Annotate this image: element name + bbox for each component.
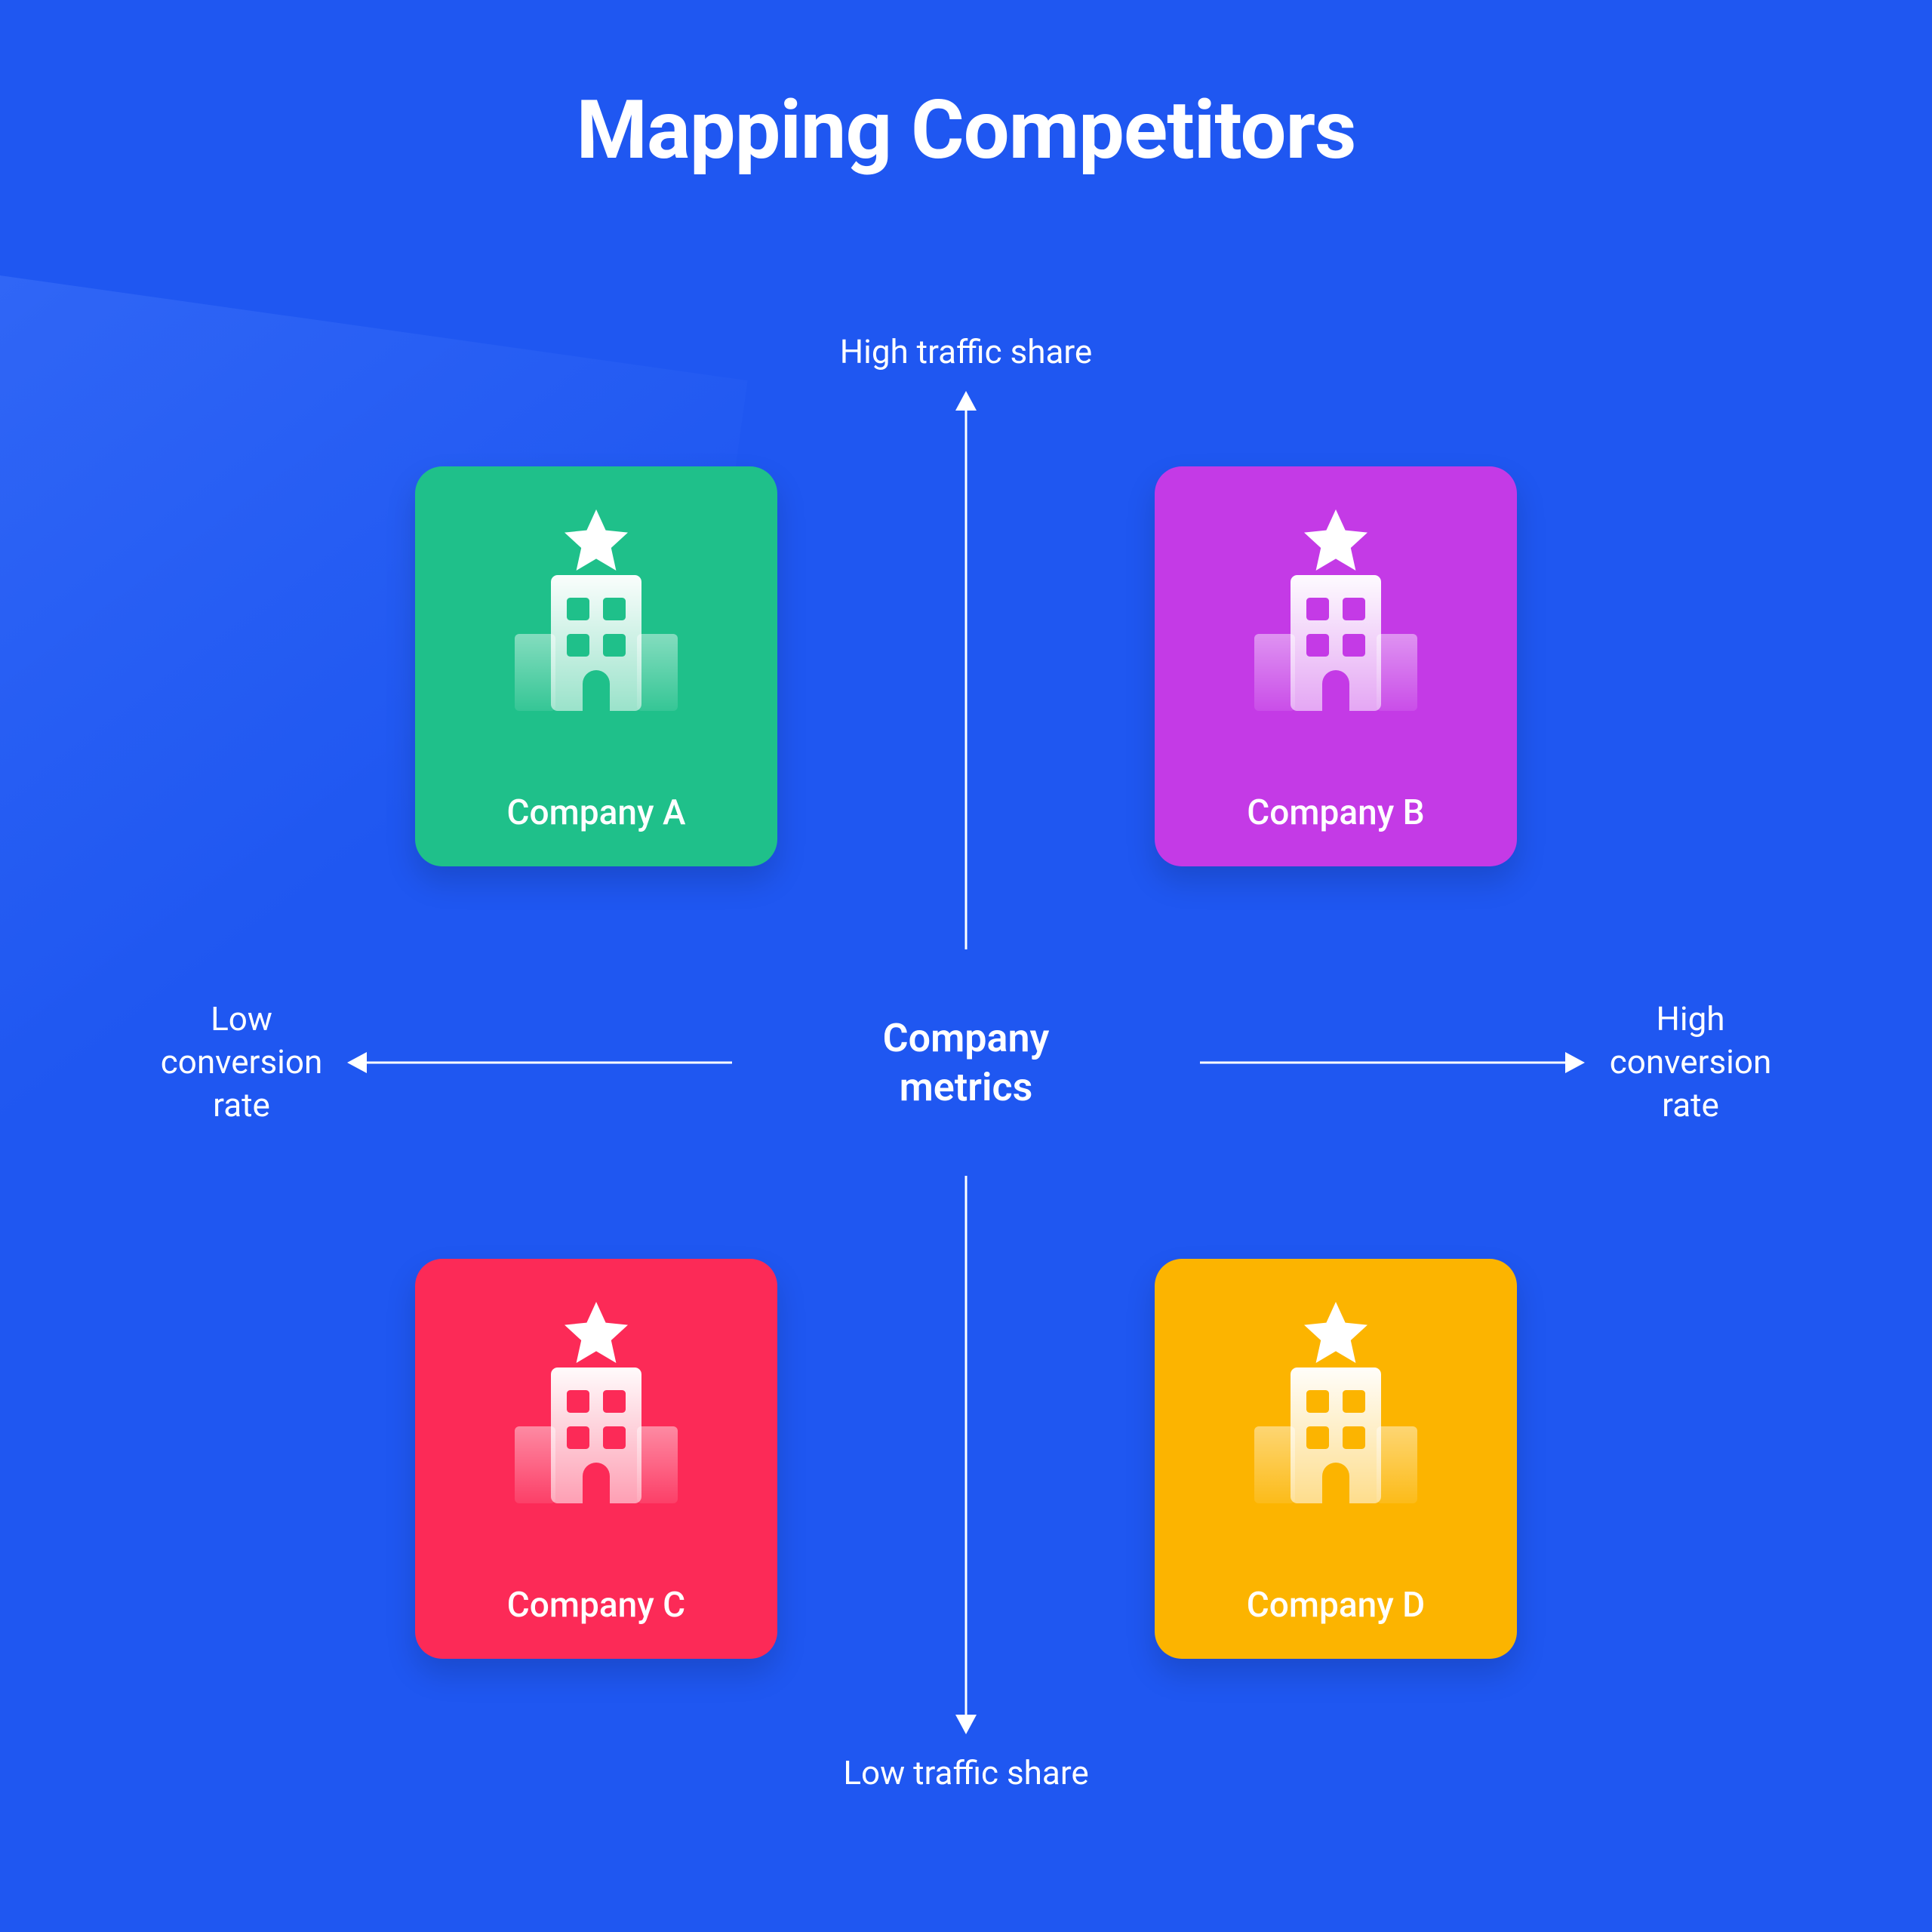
company-label: Company A xyxy=(507,792,686,833)
company-card-d: Company D xyxy=(1155,1259,1517,1659)
company-card-b: Company B xyxy=(1155,466,1517,866)
company-label: Company C xyxy=(507,1585,685,1626)
building-star-icon xyxy=(483,503,709,729)
arrow-down-icon xyxy=(955,1715,977,1734)
axis-center-label: Company metrics xyxy=(883,1014,1050,1112)
axis-label-left: Low conversion rate xyxy=(143,998,340,1128)
quadrant-stage: High traffic share Low traffic share Low… xyxy=(136,346,1796,1780)
company-label: Company B xyxy=(1247,792,1424,833)
axis-line-up xyxy=(965,406,968,949)
axis-line-right xyxy=(1200,1062,1570,1064)
axis-line-left xyxy=(362,1062,732,1064)
building-star-icon xyxy=(1223,503,1449,729)
company-label: Company D xyxy=(1247,1585,1425,1626)
arrow-left-icon xyxy=(347,1052,367,1073)
axis-line-down xyxy=(965,1176,968,1719)
company-card-c: Company C xyxy=(415,1259,777,1659)
axis-label-top: High traffic share xyxy=(840,331,1093,374)
building-star-icon xyxy=(1223,1295,1449,1521)
company-card-a: Company A xyxy=(415,466,777,866)
building-star-icon xyxy=(483,1295,709,1521)
axis-label-bottom: Low traffic share xyxy=(843,1752,1088,1795)
axis-label-right: High conversion rate xyxy=(1592,998,1789,1128)
page-title: Mapping Competitors xyxy=(0,83,1932,178)
arrow-right-icon xyxy=(1565,1052,1585,1073)
arrow-up-icon xyxy=(955,391,977,411)
